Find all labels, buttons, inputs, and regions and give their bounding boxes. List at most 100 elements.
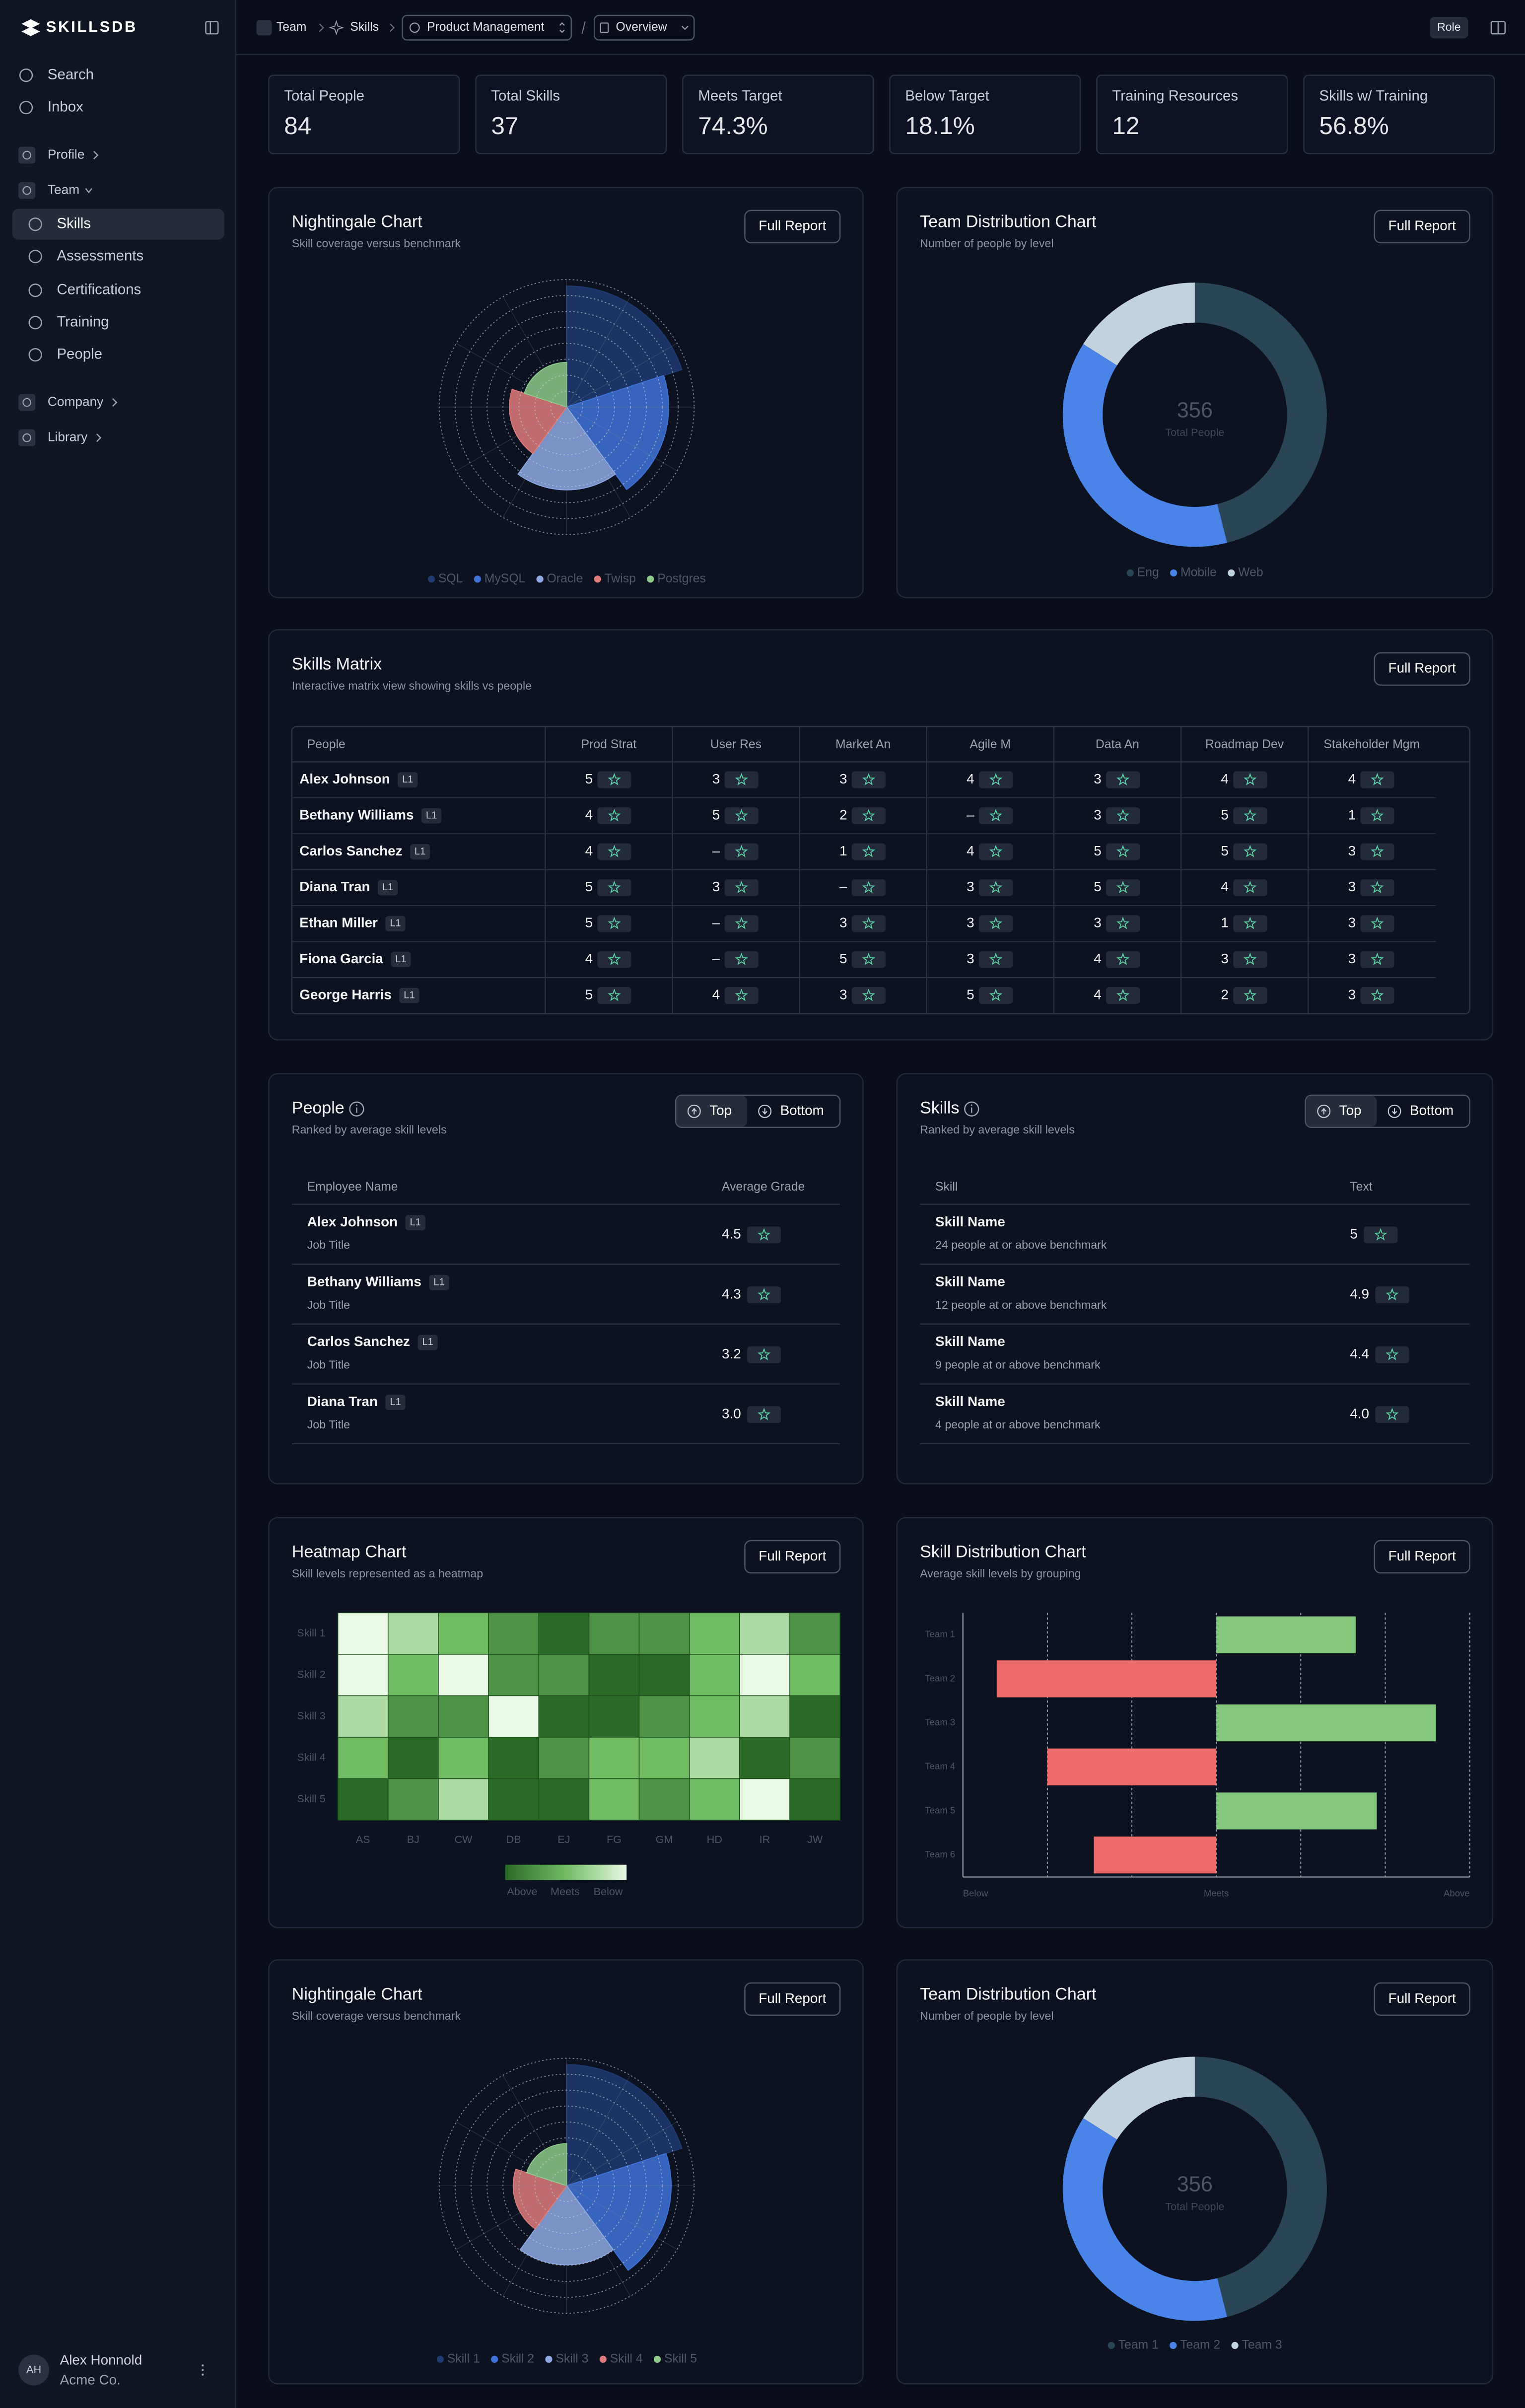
rating-badge	[1233, 915, 1267, 932]
breadcrumb[interactable]: Skills	[329, 20, 379, 36]
nav-item[interactable]: Search	[19, 66, 94, 82]
skill-level: 4	[1221, 879, 1228, 894]
button-box	[744, 1540, 841, 1574]
collapse-button[interactable]	[205, 21, 219, 35]
x-tick-label: Below	[963, 1888, 988, 1898]
spoke	[502, 2186, 567, 2296]
rating-badge	[1233, 807, 1267, 825]
donut-segment	[1194, 283, 1327, 543]
nav-item[interactable]: Inbox	[19, 98, 83, 115]
skill-level: 4	[1348, 771, 1356, 786]
rating-badge	[747, 1286, 781, 1304]
skill-level: 3	[1221, 951, 1228, 966]
level-label: L1	[415, 846, 425, 857]
heat-cell	[789, 1612, 841, 1655]
person-name: Carlos Sanchez	[299, 843, 402, 858]
nav-item[interactable]: Company	[18, 394, 118, 411]
legend-label: Meets	[551, 1885, 580, 1898]
row-name: Carlos Sanchez	[307, 1334, 410, 1349]
legend-label: Skill 3	[555, 2352, 588, 2365]
star-icon	[1244, 845, 1257, 857]
legend-swatch	[1170, 2341, 1177, 2349]
star-icon	[862, 952, 875, 965]
skill-level: 4	[1094, 987, 1101, 1002]
chevron	[559, 29, 565, 33]
spoke	[456, 343, 567, 408]
info-icon	[964, 1101, 979, 1117]
toggle-option[interactable]: Bottom	[1387, 1103, 1454, 1118]
legend-label: Oracle	[547, 572, 583, 585]
nav-item[interactable]: Skills	[28, 215, 91, 231]
bar	[1094, 1837, 1217, 1874]
chevron	[112, 398, 118, 407]
rating-badge	[1364, 1226, 1398, 1244]
button-box	[744, 1982, 841, 2016]
full-report-button[interactable]: Full Report	[744, 210, 841, 244]
chevron	[681, 25, 689, 30]
y-tick-label: Skill 2	[297, 1668, 326, 1680]
separator	[581, 21, 586, 34]
donut-segment	[1062, 2118, 1227, 2321]
skill-level: 4	[585, 951, 593, 966]
card-subtitle: Skill coverage versus benchmark	[292, 237, 461, 250]
nav-item[interactable]: Library	[18, 429, 102, 446]
star-icon	[735, 881, 748, 894]
heat-cell	[387, 1654, 439, 1697]
skill-level: 1	[1221, 915, 1228, 930]
full-report-button[interactable]: Full Report	[1374, 1540, 1470, 1574]
legend-swatch	[599, 2355, 607, 2363]
nav-item[interactable]: Training	[28, 313, 109, 330]
column-header: Employee Name	[307, 1180, 398, 1194]
nav-item[interactable]: Assessments	[28, 247, 143, 264]
level-badge	[399, 988, 419, 1003]
y-tick-label: Team 5	[925, 1805, 955, 1815]
rating-badge	[851, 951, 886, 968]
info-icon	[970, 1104, 972, 1106]
stat-value: 84	[284, 112, 311, 140]
full-report-button[interactable]: Full Report	[1374, 1982, 1470, 2016]
full-report-button[interactable]: Full Report	[744, 1982, 841, 2016]
skill-level: 3	[1094, 807, 1101, 822]
stat-card-box	[682, 74, 874, 154]
nav-item[interactable]: People	[28, 346, 102, 362]
skill-level: 5	[1094, 843, 1101, 858]
spoke	[566, 407, 678, 471]
skill-level: 5	[585, 987, 593, 1002]
nav-item[interactable]: Profile	[18, 146, 99, 164]
column-header: Average Grade	[722, 1180, 805, 1194]
full-report-button[interactable]: Full Report	[744, 1540, 841, 1574]
toggle-option[interactable]: Top	[1317, 1103, 1362, 1118]
nav-item[interactable]: Certifications	[28, 282, 141, 298]
level-label: L1	[426, 810, 437, 821]
user-name: Alex Honnold	[60, 2352, 142, 2367]
spoke	[502, 407, 567, 518]
legend-swatch	[536, 575, 544, 583]
star-icon	[1116, 989, 1130, 1001]
rating-badge	[1106, 771, 1140, 788]
nav-label: Assessments	[57, 247, 143, 264]
full-report-button[interactable]: Full Report	[1374, 210, 1470, 244]
skill-level: 2	[839, 807, 847, 822]
breadcrumb[interactable]: Team	[256, 20, 307, 36]
x-tick-label: IR	[760, 1833, 770, 1845]
skill-level: 1	[839, 843, 847, 858]
breadcrumb-dropdown[interactable]: Overview	[594, 14, 695, 41]
skill-level: 5	[1094, 879, 1101, 894]
card: Skills Ranked by average skill levels Top B…	[896, 1073, 1494, 1485]
nav-item[interactable]: Team	[18, 182, 92, 199]
full-report-button[interactable]: Full Report	[1374, 652, 1470, 686]
panel-button[interactable]	[1490, 21, 1506, 35]
legend-label: Team 1	[1118, 2338, 1159, 2352]
star-icon	[989, 917, 1003, 929]
ring	[534, 2153, 599, 2218]
toggle-option[interactable]: Top	[687, 1103, 732, 1118]
sidebar	[0, 0, 235, 2408]
ring	[438, 279, 695, 535]
toggle-option[interactable]: Bottom	[758, 1103, 824, 1118]
role-button[interactable]: Role	[1430, 17, 1468, 39]
stat-card-box	[1096, 74, 1288, 154]
skill-level: 5	[967, 987, 974, 1002]
breadcrumb-dropdown[interactable]: Product Management	[402, 14, 572, 41]
rating-badge	[1233, 879, 1267, 896]
y-tick-label: Team 2	[925, 1673, 955, 1683]
